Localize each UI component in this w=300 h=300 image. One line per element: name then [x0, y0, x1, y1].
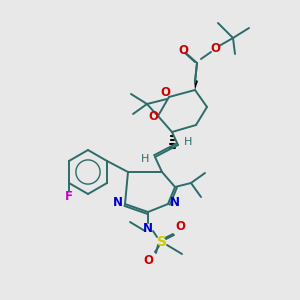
Text: N: N	[143, 221, 153, 235]
Text: O: O	[178, 44, 188, 56]
Text: O: O	[175, 220, 185, 232]
Text: O: O	[143, 254, 153, 266]
Text: O: O	[148, 110, 158, 122]
Text: N: N	[113, 196, 123, 209]
Text: N: N	[170, 196, 180, 209]
Text: F: F	[65, 190, 73, 203]
Text: O: O	[210, 41, 220, 55]
Text: H: H	[141, 154, 149, 164]
Polygon shape	[194, 79, 198, 90]
Text: H: H	[184, 137, 192, 147]
Text: O: O	[160, 85, 170, 98]
Text: S: S	[157, 235, 167, 249]
